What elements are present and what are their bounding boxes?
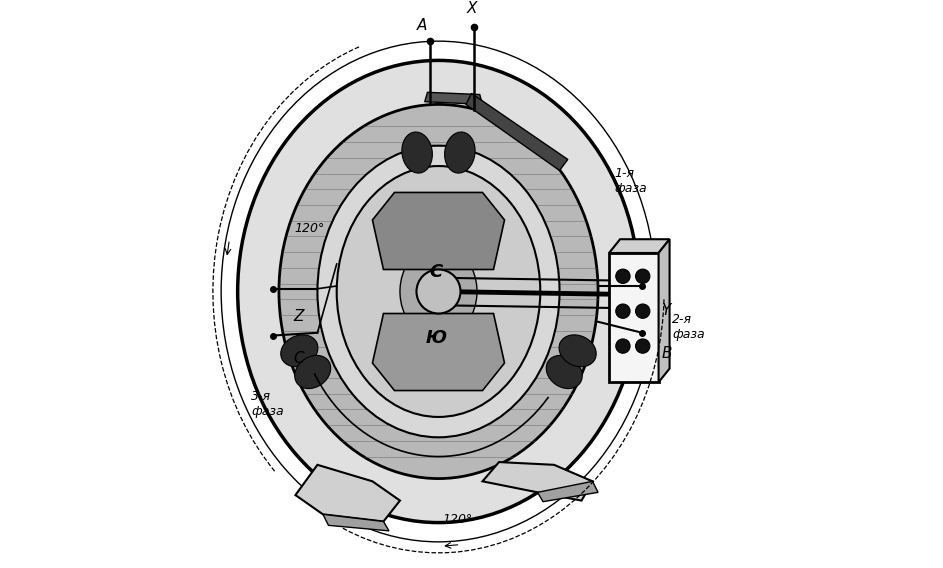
- Bar: [609, 253, 658, 382]
- Polygon shape: [372, 314, 505, 391]
- Circle shape: [616, 339, 630, 353]
- Text: 1-я
фаза: 1-я фаза: [615, 168, 647, 195]
- Ellipse shape: [337, 166, 540, 417]
- Text: 120°: 120°: [294, 222, 324, 235]
- Text: 2-я
фаза: 2-я фаза: [672, 314, 705, 341]
- Polygon shape: [658, 239, 670, 382]
- Circle shape: [616, 269, 630, 283]
- Ellipse shape: [279, 105, 598, 479]
- Circle shape: [616, 304, 630, 318]
- Polygon shape: [372, 193, 505, 269]
- Polygon shape: [538, 481, 598, 502]
- Text: A: A: [417, 18, 427, 33]
- Text: С: С: [429, 263, 442, 281]
- Text: 3-я
фаза: 3-я фаза: [252, 390, 284, 418]
- Ellipse shape: [318, 145, 559, 437]
- Text: Z: Z: [293, 309, 304, 324]
- Ellipse shape: [546, 356, 582, 389]
- Ellipse shape: [295, 356, 331, 389]
- Text: Ю: Ю: [425, 329, 446, 347]
- Circle shape: [636, 304, 650, 318]
- Ellipse shape: [281, 335, 318, 367]
- Ellipse shape: [238, 60, 639, 523]
- Polygon shape: [483, 462, 592, 500]
- Text: С: С: [293, 351, 304, 366]
- Polygon shape: [466, 93, 568, 170]
- Ellipse shape: [417, 269, 460, 314]
- Ellipse shape: [444, 132, 475, 173]
- Text: Y: Y: [661, 303, 670, 318]
- Ellipse shape: [400, 245, 477, 339]
- Text: 120°: 120°: [442, 513, 472, 527]
- Circle shape: [636, 269, 650, 283]
- Circle shape: [636, 339, 650, 353]
- Text: В: В: [661, 345, 671, 361]
- Text: X: X: [466, 1, 477, 16]
- Polygon shape: [323, 515, 389, 531]
- Ellipse shape: [402, 132, 433, 173]
- Ellipse shape: [222, 41, 655, 542]
- Polygon shape: [609, 239, 670, 253]
- Polygon shape: [424, 93, 483, 105]
- Ellipse shape: [559, 335, 596, 367]
- Polygon shape: [295, 465, 400, 521]
